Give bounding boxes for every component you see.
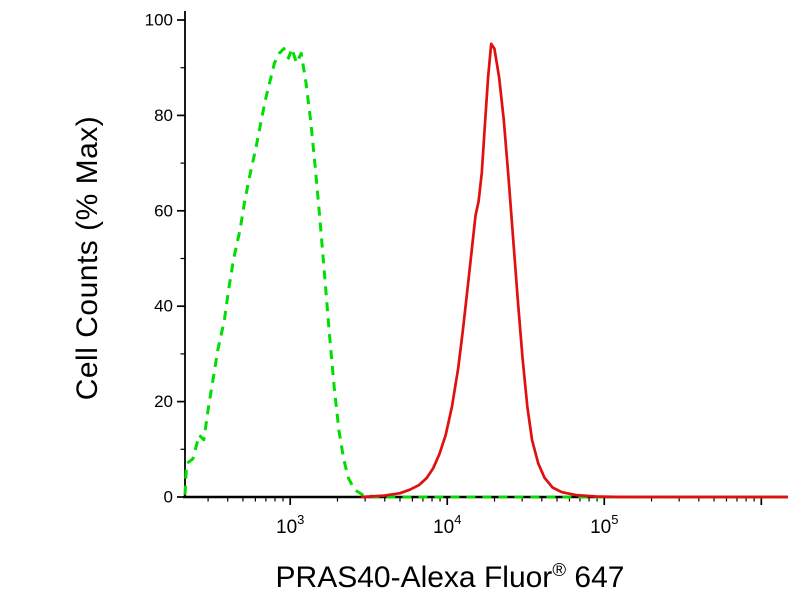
y-axis-title: Cell Counts (% Max) — [71, 115, 104, 401]
y-tick-label: 80 — [154, 106, 173, 125]
series-solid-red-curve — [360, 42, 788, 499]
x-tick-label: 105 — [590, 512, 618, 538]
y-axis: 0 20 40 60 80 100 — [145, 11, 185, 507]
y-tick-label: 20 — [154, 392, 173, 411]
x-axis-title-main: PRAS40-Alexa Fluor — [275, 561, 553, 594]
y-tick-label: 40 — [154, 297, 173, 316]
axes — [183, 11, 788, 499]
registered-trademark-symbol: ® — [552, 559, 567, 580]
y-tick-label: 0 — [164, 488, 173, 507]
y-tick-label: 100 — [145, 11, 173, 30]
x-tick-label: 104 — [433, 512, 461, 538]
x-axis-title: PRAS40-Alexa Fluor® 647 — [100, 559, 800, 595]
x-tick-label: 103 — [276, 512, 304, 538]
y-tick-label: 60 — [154, 201, 173, 220]
x-axis-title-number: 647 — [574, 561, 625, 594]
series-dashed-green-curve — [183, 47, 788, 499]
x-axis: 103 104 105 — [207, 497, 763, 538]
